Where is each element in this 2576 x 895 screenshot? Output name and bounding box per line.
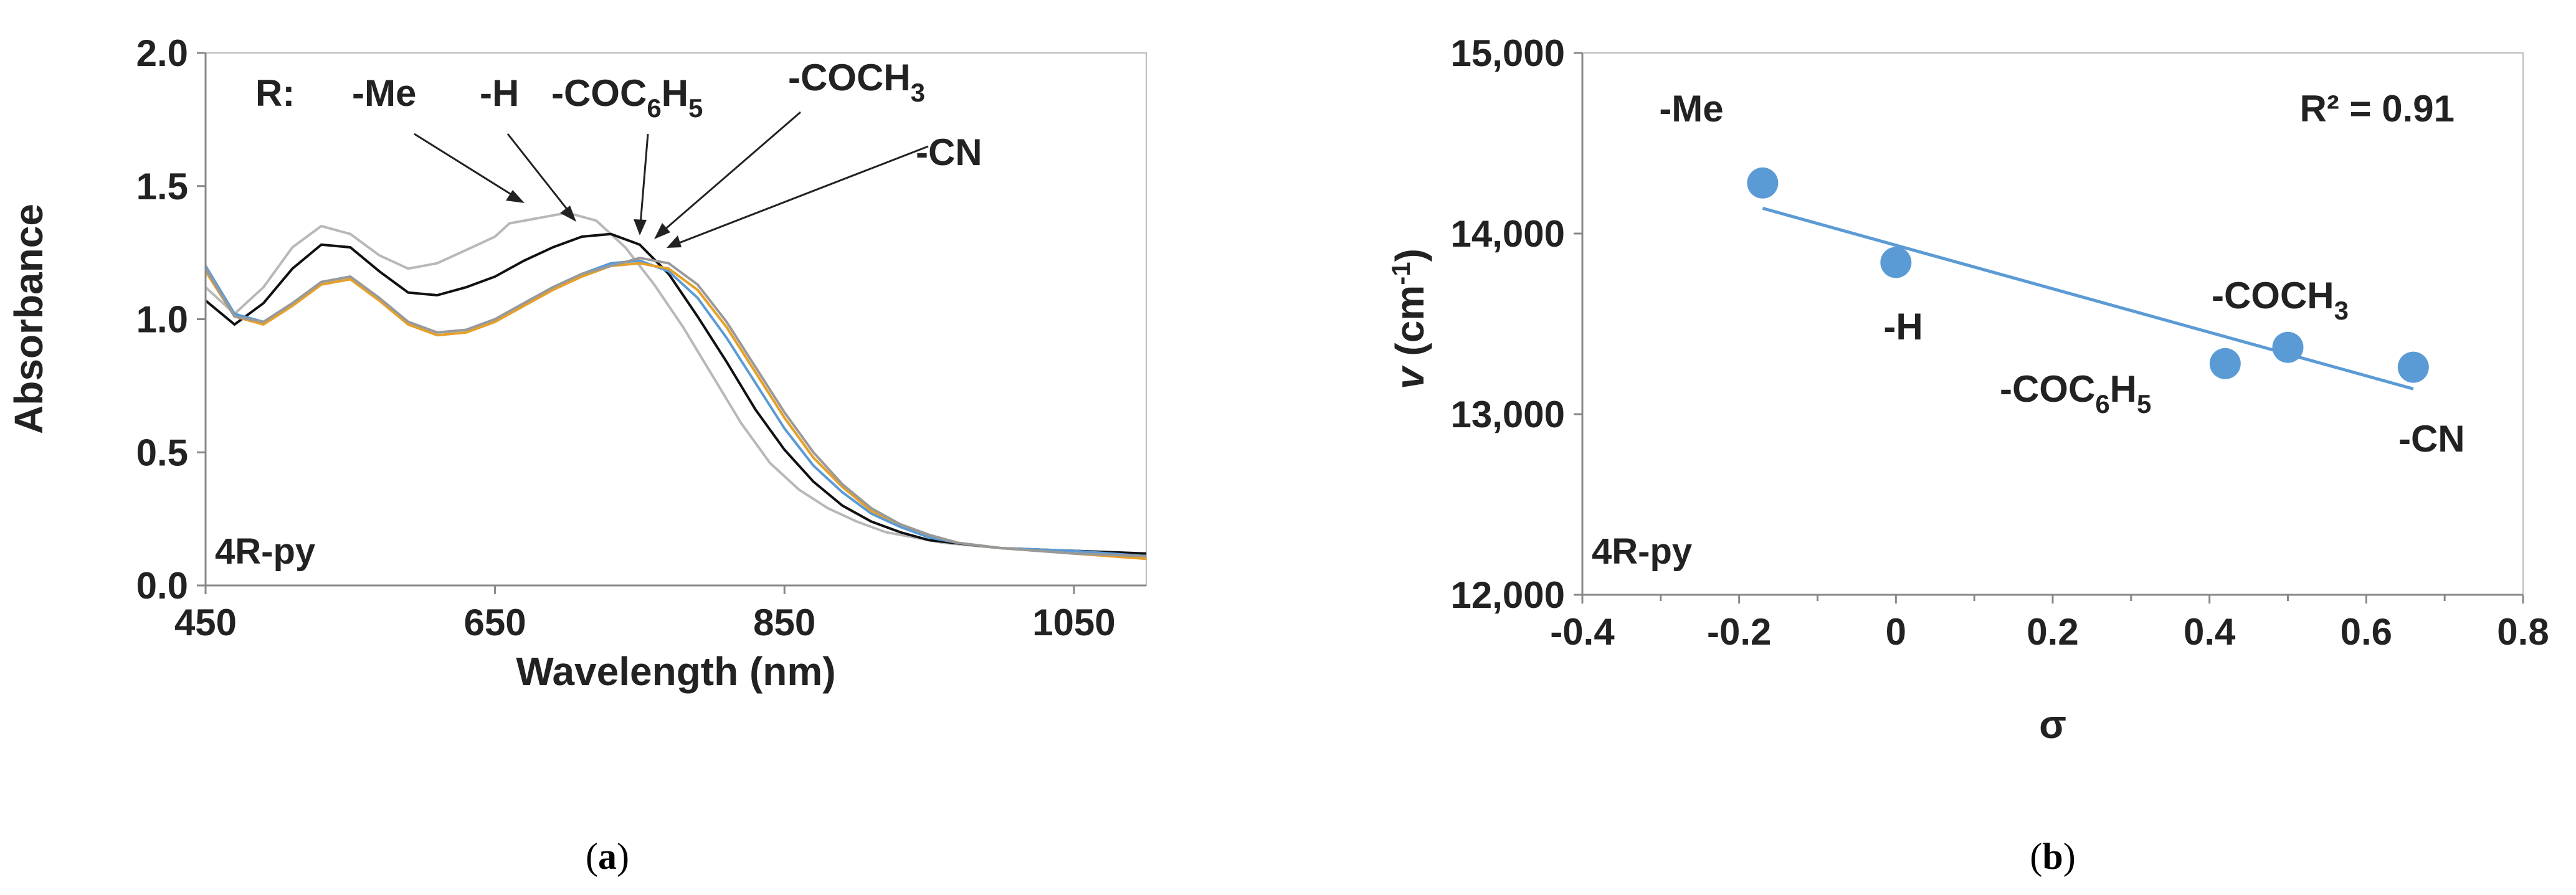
x-tick-label-b: 0.6	[2341, 611, 2392, 653]
arrow-head-me	[506, 190, 525, 203]
point-label-cn: -CN	[2398, 418, 2465, 460]
point-label-coch3: -COCH3	[2212, 275, 2349, 325]
scatter-point-4	[2397, 351, 2429, 383]
arrow-head-coc6h5	[634, 219, 647, 235]
scatter-point-1	[1880, 247, 1912, 278]
arrow-cn	[675, 145, 929, 245]
y-tick-label-a: 0.0	[136, 565, 188, 607]
scatter-point-3	[2272, 331, 2304, 363]
legend-prefix: R:	[255, 72, 295, 114]
x-axis-label-b: σ	[2039, 702, 2066, 747]
point-label-h: -H	[1883, 306, 1922, 348]
arrow-me	[414, 133, 518, 199]
inset-label-a: 4R-py	[215, 531, 315, 572]
panel-b-scatter-chart: -0.4 -0.2 0 0.2 0.4 0.6 0.8 12,000 13,000 14,000 1…	[1386, 32, 2549, 877]
y-tick-label-b: 12,000	[1450, 574, 1565, 616]
legend-label-coch3: -COCH3	[788, 57, 925, 107]
legend-label-h: -H	[480, 72, 519, 114]
ticks-a: 450 650 850 1050 0.0 0.5 1.0 1.5 2.0	[136, 32, 1116, 643]
inset-label-b: 4R-py	[1592, 531, 1692, 572]
series-line-4	[204, 257, 1147, 557]
legend-label-me: -Me	[352, 72, 416, 114]
x-tick-label-b: -0.2	[1707, 611, 1771, 653]
legend-label-coc6h5: -COC6H5	[551, 72, 703, 123]
panel-label-b: (b)	[2030, 836, 2075, 877]
scatter-point-0	[1747, 167, 1779, 199]
x-tick-label-a: 850	[753, 602, 815, 643]
series-lines-a	[204, 211, 1147, 561]
x-tick-label-a: 650	[464, 602, 526, 643]
points-b	[1747, 167, 2429, 383]
y-tick-label-b: 14,000	[1450, 213, 1565, 255]
y-axis-label-a: Absorbance	[6, 204, 51, 434]
arrow-coc6h5	[639, 133, 649, 225]
y-axis-label-b: v (cm-1)	[1386, 249, 1432, 389]
annotation-arrows-a	[414, 111, 929, 248]
ticks-b: -0.4 -0.2 0 0.2 0.4 0.6 0.8 12,000 13,000 14,000 1…	[1450, 32, 2549, 653]
x-tick-label-b: 0.2	[2027, 611, 2078, 653]
y-tick-label-b: 15,000	[1450, 32, 1565, 74]
x-axis-label-a: Wavelength (nm)	[516, 649, 835, 694]
scatter-point-2	[2209, 348, 2241, 379]
y-tick-label-b: 13,000	[1450, 394, 1565, 435]
x-tick-label-a: 1050	[1032, 602, 1115, 643]
point-label-coc6h5: -COC6H5	[2000, 368, 2151, 419]
arrow-coch3	[662, 111, 801, 233]
y-tick-label-a: 0.5	[136, 432, 188, 473]
arrow-h	[506, 133, 571, 214]
plot-area-b	[1582, 52, 2524, 595]
arrow-head-coch3	[654, 223, 670, 239]
legend-label-cn: -CN	[916, 131, 982, 173]
x-tick-label-b: 0	[1886, 611, 1906, 653]
point-label-me: -Me	[1659, 88, 1723, 130]
x-tick-label-b: -0.4	[1550, 611, 1615, 653]
y-tick-label-a: 1.0	[136, 299, 188, 341]
y-tick-label-a: 2.0	[136, 32, 188, 74]
r-squared-label: R² = 0.91	[2300, 88, 2455, 130]
panel-label-a: (a)	[586, 836, 629, 877]
x-tick-label-b: 0.8	[2497, 611, 2549, 653]
arrow-head-cn	[667, 235, 682, 248]
x-tick-label-b: 0.4	[2184, 611, 2236, 653]
series-line-1	[204, 232, 1147, 555]
x-tick-label-a: 450	[174, 602, 237, 643]
plot-area-a	[205, 52, 1147, 586]
trendline-b	[1762, 206, 2414, 391]
arrow-head-h	[560, 206, 576, 222]
y-tick-label-a: 1.5	[136, 166, 188, 207]
trendline	[1762, 206, 2414, 391]
